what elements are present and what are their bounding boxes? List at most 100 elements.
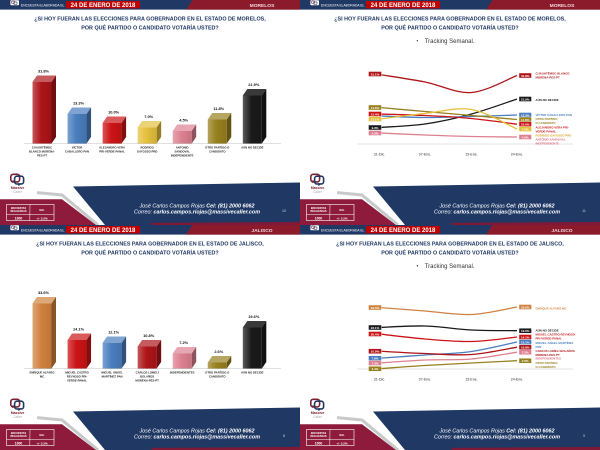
- svg-text:13.1%: 13.1%: [371, 117, 380, 121]
- svg-text:POR QUÉ PARTIDO O CANDIDATO VO: POR QUÉ PARTIDO O CANDIDATO VOTARÍA USTE…: [81, 24, 218, 32]
- svg-text:¿SI HOY FUERAN LAS ELECCIONES: ¿SI HOY FUERAN LAS ELECCIONES PARA GOBER…: [36, 241, 264, 247]
- svg-text:¿SI HOY FUERAN LAS ELECCIONES: ¿SI HOY FUERAN LAS ELECCIONES PARA GOBER…: [34, 16, 266, 22]
- svg-text:REALIZADAS: REALIZADAS: [10, 435, 26, 438]
- svg-text:M.E.: M.E.: [339, 208, 345, 212]
- svg-text:24-Ene.: 24-Ene.: [511, 153, 524, 157]
- svg-text:REALIZADAS: REALIZADAS: [10, 210, 26, 213]
- svg-text:9.3%: 9.3%: [372, 126, 379, 130]
- svg-text:O CANDIDATO: O CANDIDATO: [536, 121, 557, 125]
- svg-text:Massive: Massive: [311, 186, 325, 190]
- svg-text:MIGUEL ÁNGEL MARTÍNEZ: MIGUEL ÁNGEL MARTÍNEZ: [536, 340, 574, 345]
- svg-text:¿SI HOY FUERAN LAS ELECCIONES: ¿SI HOY FUERAN LAS ELECCIONES PARA GOBER…: [334, 16, 566, 22]
- svg-text:7.3%: 7.3%: [372, 361, 379, 365]
- svg-text:ENCUESTA ELABORADA EL: ENCUESTA ELABORADA EL: [321, 3, 365, 7]
- svg-text:M.E.: M.E.: [39, 433, 45, 437]
- svg-text:13.3%: 13.3%: [73, 101, 85, 106]
- svg-text:11: 11: [582, 209, 586, 213]
- svg-text:MORENA-PES-PT: MORENA-PES-PT: [536, 353, 560, 357]
- svg-text:Correo: carlos.campos.riojas@m: Correo: carlos.campos.riojas@massivecall…: [134, 435, 260, 441]
- svg-text:9: 9: [583, 434, 585, 438]
- svg-text:OTRO PARTIDO: OTRO PARTIDO: [536, 117, 559, 121]
- svg-text:Massive: Massive: [11, 411, 25, 415]
- svg-text:+/- 3.2%: +/- 3.2%: [36, 217, 48, 221]
- svg-text:MORENA-PES-PT: MORENA-PES-PT: [135, 378, 159, 382]
- svg-text:10.0%: 10.0%: [108, 110, 120, 115]
- svg-text:PES-PT: PES-PT: [37, 153, 47, 157]
- svg-text:10.8%: 10.8%: [143, 333, 155, 338]
- svg-text:Correo: carlos.campos.riojas@m: Correo: carlos.campos.riojas@massivecall…: [434, 210, 560, 216]
- svg-text:MORELOS: MORELOS: [550, 3, 575, 9]
- svg-text:MC: MC: [40, 375, 44, 379]
- svg-text:OTRO PARTIDO O: OTRO PARTIDO O: [205, 371, 230, 375]
- svg-text:19.6%: 19.6%: [248, 314, 260, 319]
- svg-text:POR QUÉ PARTIDO O CANDIDATO VO: POR QUÉ PARTIDO O CANDIDATO VOTARÍA USTE…: [381, 24, 518, 32]
- svg-text:OTRO PARTIDO: OTRO PARTIDO: [536, 361, 559, 365]
- svg-text:14.1%: 14.1%: [521, 335, 530, 339]
- svg-text:7.0%: 7.0%: [522, 127, 529, 131]
- svg-text:07-Ene.: 07-Ene.: [419, 378, 432, 382]
- svg-text:+/- 3.2%: +/- 3.2%: [36, 442, 48, 446]
- svg-text:20.4%: 20.4%: [371, 332, 380, 336]
- svg-text:VÍCTOR CABALLERO PAN: VÍCTOR CABALLERO PAN: [536, 112, 573, 117]
- svg-text:AÚN NO DECIDE: AÚN NO DECIDE: [241, 145, 264, 150]
- svg-text:ENCUESTAS: ENCUESTAS: [311, 207, 327, 210]
- svg-text:4.5%: 4.5%: [179, 118, 188, 123]
- svg-text:7.2%: 7.2%: [179, 340, 188, 345]
- svg-text:4.5%: 4.5%: [522, 135, 529, 139]
- svg-text:1000: 1000: [15, 442, 23, 446]
- svg-text:PAN: PAN: [536, 345, 542, 349]
- svg-text:4.4%: 4.4%: [372, 367, 379, 371]
- svg-text:MIGUEL ÁNGEL: MIGUEL ÁNGEL: [101, 370, 123, 375]
- svg-text:8: 8: [283, 434, 285, 438]
- svg-text:11.8%: 11.8%: [521, 118, 530, 122]
- svg-text:M.E.: M.E.: [339, 433, 345, 437]
- svg-text:Caller: Caller: [13, 190, 23, 194]
- svg-text:ENCUESTA ELABORADA EL: ENCUESTA ELABORADA EL: [321, 228, 365, 232]
- svg-text:ENCUESTAS: ENCUESTAS: [11, 207, 27, 210]
- svg-text:José Carlos Campos Rojas Cel:: José Carlos Campos Rojas Cel: (81) 2000 …: [138, 203, 254, 209]
- svg-text:ANTONIO: ANTONIO: [176, 146, 190, 150]
- svg-text:ALEJANDRO VERA: ALEJANDRO VERA: [99, 146, 125, 150]
- svg-text:7.2%: 7.2%: [522, 351, 529, 355]
- svg-text:10: 10: [282, 209, 286, 213]
- svg-text:15-Ene.: 15-Ene.: [465, 378, 478, 382]
- svg-text:07-Ene.: 07-Ene.: [419, 153, 432, 157]
- svg-text:RODRIGO GAYOSSO PRD: RODRIGO GAYOSSO PRD: [536, 134, 572, 138]
- svg-text:33.6%: 33.6%: [521, 305, 530, 309]
- svg-text:31.8%: 31.8%: [38, 69, 50, 74]
- svg-text:+/- 3.2%: +/- 3.2%: [336, 217, 348, 221]
- svg-text:AÚN NO DECIDE: AÚN NO DECIDE: [241, 370, 264, 375]
- svg-text:ALEJANDRO VERA PRI-: ALEJANDRO VERA PRI-: [536, 126, 569, 130]
- svg-text:JALISCO: JALISCO: [251, 228, 272, 234]
- svg-text:ENCUESTAS: ENCUESTAS: [311, 432, 327, 435]
- svg-text:ENCUESTA ELABORADA EL: ENCUESTA ELABORADA EL: [21, 3, 65, 7]
- svg-text:+/- 3.2%: +/- 3.2%: [336, 442, 348, 446]
- svg-text:33.6%: 33.6%: [38, 290, 50, 295]
- svg-text:POR QUÉ PARTIDO O CANDIDATO VO: POR QUÉ PARTIDO O CANDIDATO VOTARÍA USTE…: [381, 249, 518, 257]
- svg-text:POR QUÉ PARTIDO O CANDIDATO VO: POR QUÉ PARTIDO O CANDIDATO VOTARÍA USTE…: [81, 249, 218, 257]
- svg-text:5.3%: 5.3%: [372, 131, 379, 135]
- svg-text:MARTÍNEZ PAN: MARTÍNEZ PAN: [102, 374, 123, 379]
- svg-text:23.1%: 23.1%: [371, 326, 380, 330]
- svg-text:CANDIDATO: CANDIDATO: [209, 375, 226, 379]
- svg-text:24 DE ENERO DE 2018: 24 DE ENERO DE 2018: [71, 3, 136, 9]
- svg-text:31.8%: 31.8%: [521, 74, 530, 78]
- svg-text:Caller: Caller: [13, 415, 23, 419]
- svg-text:O CANDIDATO: O CANDIDATO: [536, 365, 557, 369]
- svg-text:31-Dic.: 31-Dic.: [374, 153, 385, 157]
- svg-text:21.9%: 21.9%: [248, 82, 260, 87]
- svg-text:ENCUESTA ELABORADA EL: ENCUESTA ELABORADA EL: [21, 228, 65, 232]
- svg-text:INDEPENDIENTES: INDEPENDIENTES: [536, 357, 561, 361]
- svg-text:Tracking Semanal.: Tracking Semanal.: [425, 264, 475, 270]
- svg-text:11.8%: 11.8%: [213, 106, 224, 111]
- svg-text:PRI-VERDE-PANAL: PRI-VERDE-PANAL: [536, 337, 563, 341]
- svg-text:14.6%: 14.6%: [371, 106, 380, 110]
- svg-text:12.4%: 12.4%: [371, 112, 380, 116]
- svg-text:MORELOS: MORELOS: [250, 3, 275, 9]
- svg-text:INDEPENDIENTES: INDEPENDIENTES: [170, 371, 195, 375]
- svg-text:CARLOS LOMELÍ BOLAÑOS: CARLOS LOMELÍ BOLAÑOS: [536, 348, 575, 353]
- svg-text:7.0%: 7.0%: [144, 114, 153, 119]
- svg-text:José Carlos Campos Rojas Cel:: José Carlos Campos Rojas Cel: (81) 2000 …: [438, 203, 554, 209]
- svg-text:ENRIQUE ALFARO MC: ENRIQUE ALFARO MC: [536, 307, 568, 311]
- svg-text:SANDOVAL: SANDOVAL: [174, 150, 190, 154]
